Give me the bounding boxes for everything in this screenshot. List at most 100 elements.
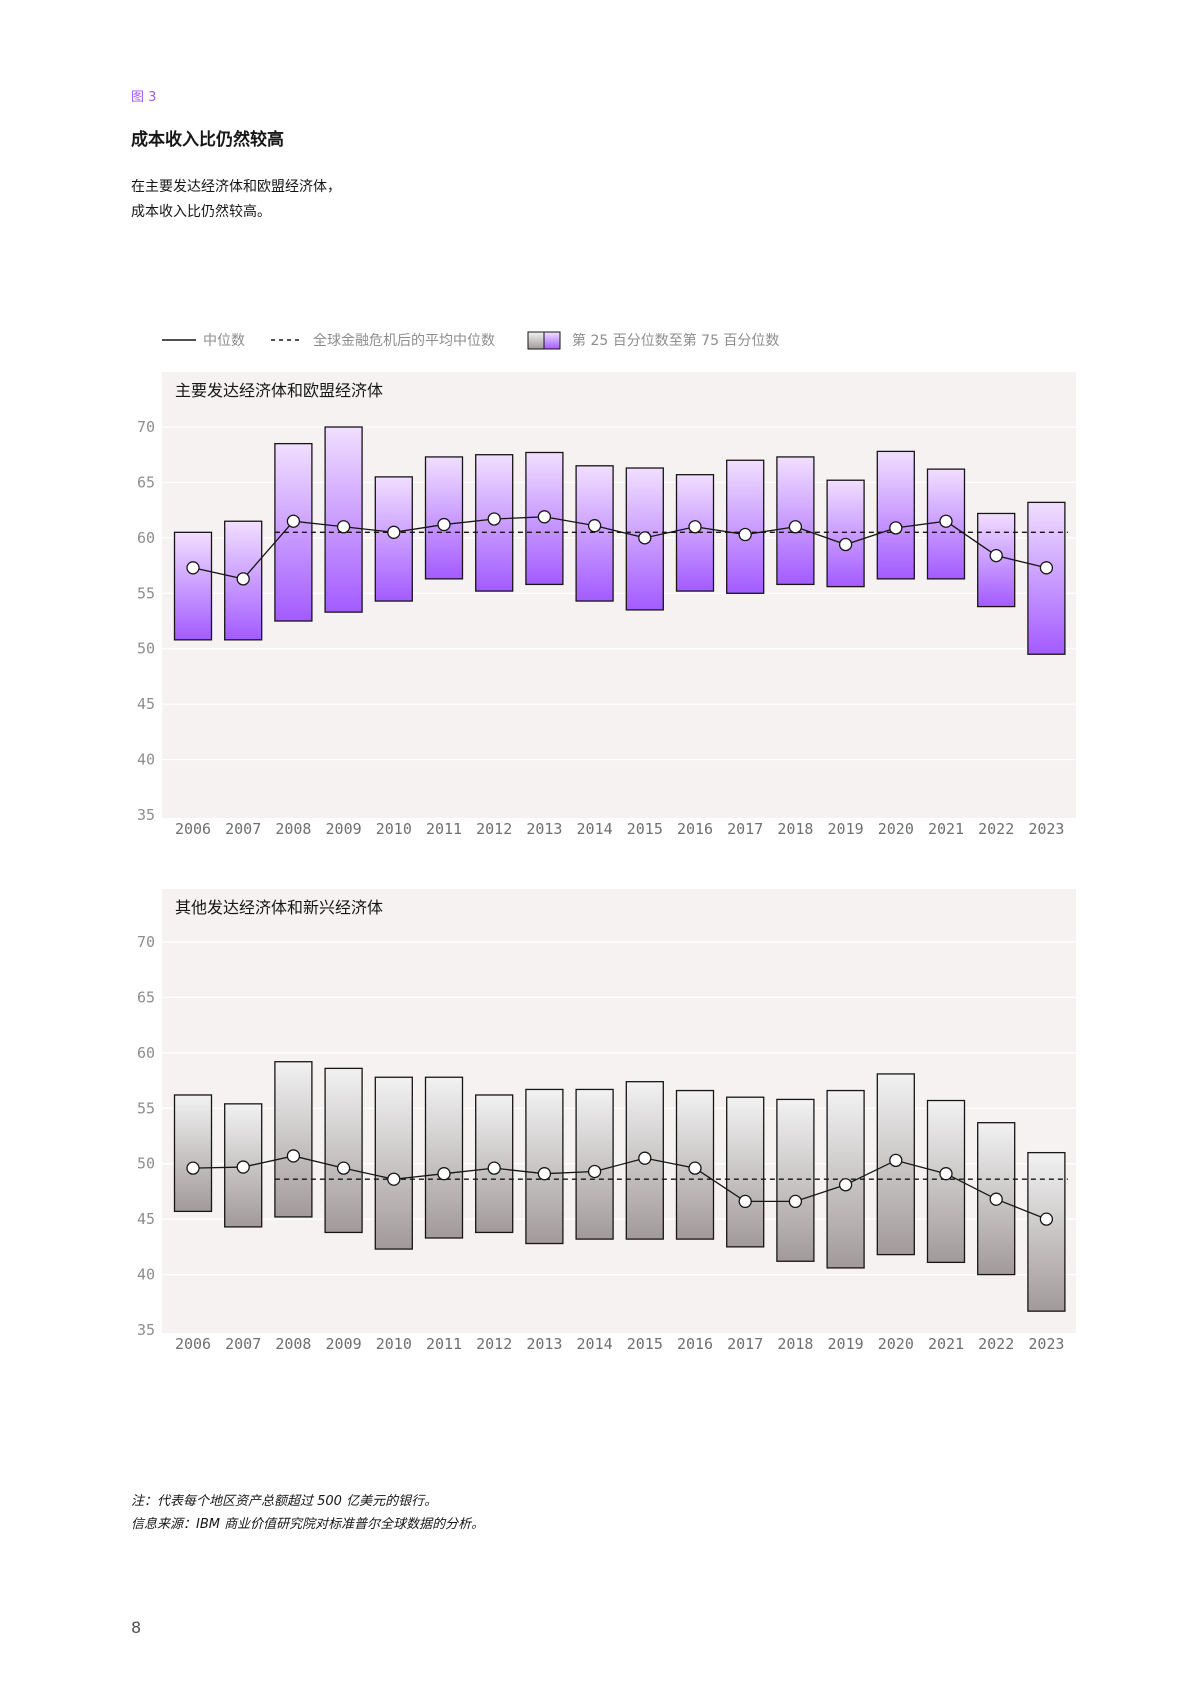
panel-title: 主要发达经济体和欧盟经济体: [175, 381, 383, 400]
median-point: [838, 537, 853, 552]
x-tick-label: 2007: [225, 820, 261, 838]
median-line: [192, 516, 1047, 580]
x-tick-label: 2007: [225, 1335, 261, 1353]
y-tick-label: 65: [137, 473, 155, 491]
note-line: 信息来源：IBM 商业价值研究院对标准普尔全球数据的分析。: [131, 1517, 485, 1532]
figure-subtitle: 在主要发达经济体和欧盟经济体， 成本收入比仍然较高。: [131, 175, 341, 225]
range-bar: [424, 1076, 464, 1239]
y-tick-label: 55: [137, 584, 155, 602]
page-number: 8: [131, 1618, 142, 1637]
x-tick-label: 2008: [275, 820, 311, 838]
legend: 中位数 全球金融危机后的平均中位数 第 25 百分位数至第 75 百分位数: [162, 331, 779, 350]
x-tick-label: 2016: [677, 1335, 713, 1353]
range-bar: [1027, 501, 1066, 655]
x-tick-label: 2022: [978, 820, 1014, 838]
y-tick-label: 60: [137, 529, 155, 547]
y-tick-label: 35: [137, 1321, 155, 1339]
median-point: [989, 1192, 1003, 1206]
range-bar: [173, 1094, 213, 1213]
x-tick-label: 2018: [777, 820, 813, 838]
median-point: [186, 561, 200, 575]
range-bar: [525, 1088, 564, 1245]
x-tick-label: 2021: [928, 820, 964, 838]
median-point: [336, 1161, 351, 1175]
x-tick-label: 2019: [828, 1335, 864, 1353]
legend-range-label: 第 25 百分位数至第 75 百分位数: [572, 332, 779, 349]
x-tick-label: 2014: [577, 1335, 613, 1353]
figure-title: 成本收入比仍然较高: [131, 130, 284, 150]
y-tick-label: 50: [137, 640, 155, 658]
range-bar: [726, 1096, 765, 1248]
panel-title: 其他发达经济体和新兴经济体: [175, 898, 383, 917]
range-bar: [374, 476, 413, 602]
legend-avg-label: 全球金融危机后的平均中位数: [313, 332, 495, 349]
median-point: [638, 1151, 652, 1165]
y-tick-label: 50: [137, 1155, 155, 1173]
median-point: [939, 514, 953, 528]
median-point: [788, 520, 803, 534]
median-point: [236, 1160, 250, 1174]
range-bar: [826, 479, 865, 588]
range-bar: [324, 1067, 363, 1234]
range-bar: [324, 426, 363, 613]
range-bar: [776, 1098, 815, 1262]
median-point: [738, 1194, 752, 1209]
median-point: [939, 1167, 953, 1181]
chart-panel-other-emerging: 35 40 45 50 55 60 65 70 其他发达经济体和新兴经济体 2006 2007 200…: [137, 889, 1076, 1353]
median-point: [487, 1161, 501, 1175]
range-bar: [575, 1088, 614, 1240]
range-bar: [424, 456, 464, 580]
median-point: [186, 1161, 200, 1175]
x-tick-label: 2017: [727, 1335, 763, 1353]
y-tick-label: 55: [137, 1099, 155, 1117]
x-tick-label: 2010: [376, 820, 412, 838]
x-tick-label: 2012: [476, 1335, 512, 1353]
x-tick-label: 2011: [426, 1335, 462, 1353]
median-point: [688, 520, 702, 534]
x-tick-label: 2014: [577, 820, 613, 838]
x-tick-label: 2010: [376, 1335, 412, 1353]
median-point: [788, 1194, 803, 1209]
median-point: [838, 1178, 853, 1192]
x-tick-label: 2013: [526, 820, 562, 838]
median-point: [537, 1167, 552, 1181]
legend-range-swatch-gray: [527, 331, 545, 350]
y-tick-label: 40: [137, 751, 155, 769]
y-tick-label: 70: [137, 933, 155, 951]
x-tick-label: 2006: [175, 820, 211, 838]
range-bar: [726, 459, 765, 594]
y-tick-label: 65: [137, 988, 155, 1006]
range-bar: [274, 1061, 313, 1218]
median-point: [437, 517, 451, 532]
median-point: [587, 1164, 602, 1179]
median-point: [387, 525, 401, 539]
median-point: [387, 1172, 401, 1186]
median-point: [537, 510, 552, 524]
median-point: [587, 519, 602, 533]
x-tick-label: 2018: [777, 1335, 813, 1353]
median-point: [688, 1161, 702, 1175]
x-tick-label: 2023: [1028, 1335, 1064, 1353]
x-tick-label: 2023: [1028, 820, 1064, 838]
x-tick-label: 2008: [275, 1335, 311, 1353]
y-tick-label: 45: [137, 1210, 155, 1228]
median-point: [437, 1167, 451, 1181]
range-bar: [173, 531, 213, 641]
x-tick-label: 2017: [727, 820, 763, 838]
footnotes: 注：代表每个地区资产总额超过 500 亿美元的银行。 信息来源：IBM 商业价值…: [131, 1490, 484, 1536]
chart-panel-advanced-eu: 35 40 45 50 55 60 65 70 主要发达经济体和欧盟经济体 2006 2007 200…: [137, 372, 1076, 838]
x-tick-label: 2016: [677, 820, 713, 838]
median-point: [638, 531, 652, 545]
x-tick-label: 2009: [326, 1335, 362, 1353]
median-point: [889, 521, 903, 535]
x-tick-label: 2011: [426, 820, 462, 838]
median-point: [1039, 1212, 1054, 1226]
median-point: [487, 512, 501, 526]
range-bar: [575, 465, 614, 602]
range-bar: [1027, 1151, 1066, 1312]
range-bar: [926, 1099, 966, 1264]
median-point: [286, 514, 301, 528]
range-bar: [374, 1076, 413, 1250]
y-tick-label: 70: [137, 418, 155, 436]
